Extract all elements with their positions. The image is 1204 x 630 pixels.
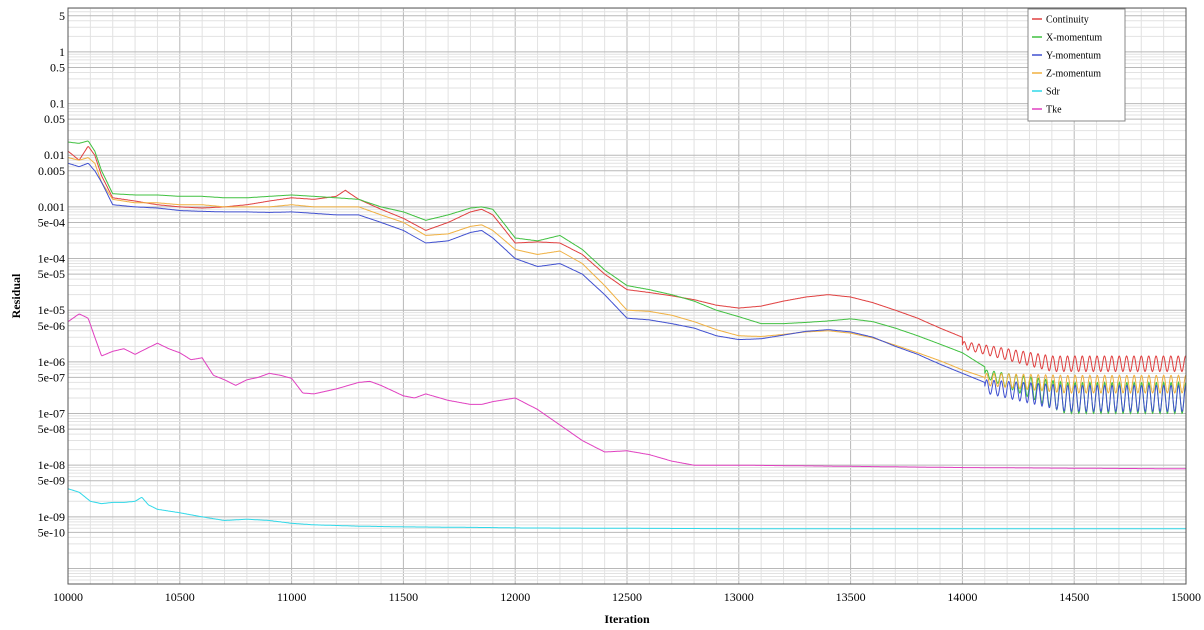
y-tick-label: 0.5 — [50, 60, 65, 74]
y-axis-title: Residual — [9, 273, 23, 318]
y-tick-label: 1e-05 — [38, 303, 65, 317]
series-line-tke — [67, 313, 1186, 470]
plot-frame — [67, 7, 1187, 585]
series-line-z-momentum — [67, 157, 1187, 394]
series-line-sdr — [67, 488, 1186, 530]
x-tick-label: 13000 — [724, 590, 754, 604]
y-tick-labels: 510.50.10.050.010.0050.0015e-041e-045e-0… — [38, 9, 65, 540]
y-tick-label: 0.05 — [44, 112, 65, 126]
y-tick-label: 1e-09 — [38, 510, 65, 524]
legend: Continuity X-momentum Y-momentum Z-momentum… — [1027, 8, 1126, 122]
y-tick-label: 5 — [59, 9, 65, 23]
y-tick-label: 0.001 — [38, 200, 65, 214]
x-tick-label: 13500 — [836, 590, 866, 604]
y-tick-label: 0.1 — [50, 97, 65, 111]
y-tick-label: 5e-04 — [38, 215, 65, 229]
legend-box — [1027, 8, 1126, 122]
series-line-y-momentum — [67, 162, 1187, 413]
x-tick-label: 12000 — [500, 590, 530, 604]
y-tick-label: 1e-08 — [38, 458, 65, 472]
y-tick-label: 0.01 — [44, 148, 65, 162]
x-tick-labels: 10000 10500 11000 11500 12000 12500 13000 13500… — [53, 590, 1201, 604]
x-tick-label: 11500 — [389, 590, 419, 604]
x-tick-label: 14500 — [1059, 590, 1089, 604]
legend-entry: X-momentum — [1046, 33, 1102, 44]
y-tick-label: 1e-06 — [38, 355, 65, 369]
legend-entry: Sdr — [1046, 87, 1061, 98]
y-tick-label: 5e-09 — [38, 474, 65, 488]
x-tick-label: 14000 — [947, 590, 977, 604]
x-tick-label: 15000 — [1171, 590, 1201, 604]
y-tick-label: 5e-05 — [38, 267, 65, 281]
y-tick-label: 1e-04 — [38, 252, 65, 266]
y-tick-label: 5e-06 — [38, 319, 65, 333]
x-tick-label: 10000 — [53, 590, 83, 604]
y-tick-label: 5e-07 — [38, 370, 65, 384]
y-tick-label: 5e-10 — [38, 525, 65, 539]
x-tick-label: 12500 — [612, 590, 642, 604]
legend-entry: Y-momentum — [1046, 51, 1101, 62]
series-layer — [67, 140, 1187, 530]
y-tick-label: 1 — [59, 45, 65, 59]
y-tick-label: 5e-08 — [38, 422, 65, 436]
y-tick-label: 1e-07 — [38, 407, 65, 421]
x-tick-label: 11000 — [277, 590, 307, 604]
y-tick-label: 0.005 — [38, 164, 65, 178]
legend-entry: Tke — [1046, 105, 1062, 116]
series-line-continuity — [67, 146, 1187, 373]
legend-entry: Continuity — [1046, 15, 1089, 26]
legend-entry: Z-momentum — [1046, 69, 1101, 80]
x-axis-title: Iteration — [604, 612, 650, 626]
x-tick-label: 10500 — [165, 590, 195, 604]
